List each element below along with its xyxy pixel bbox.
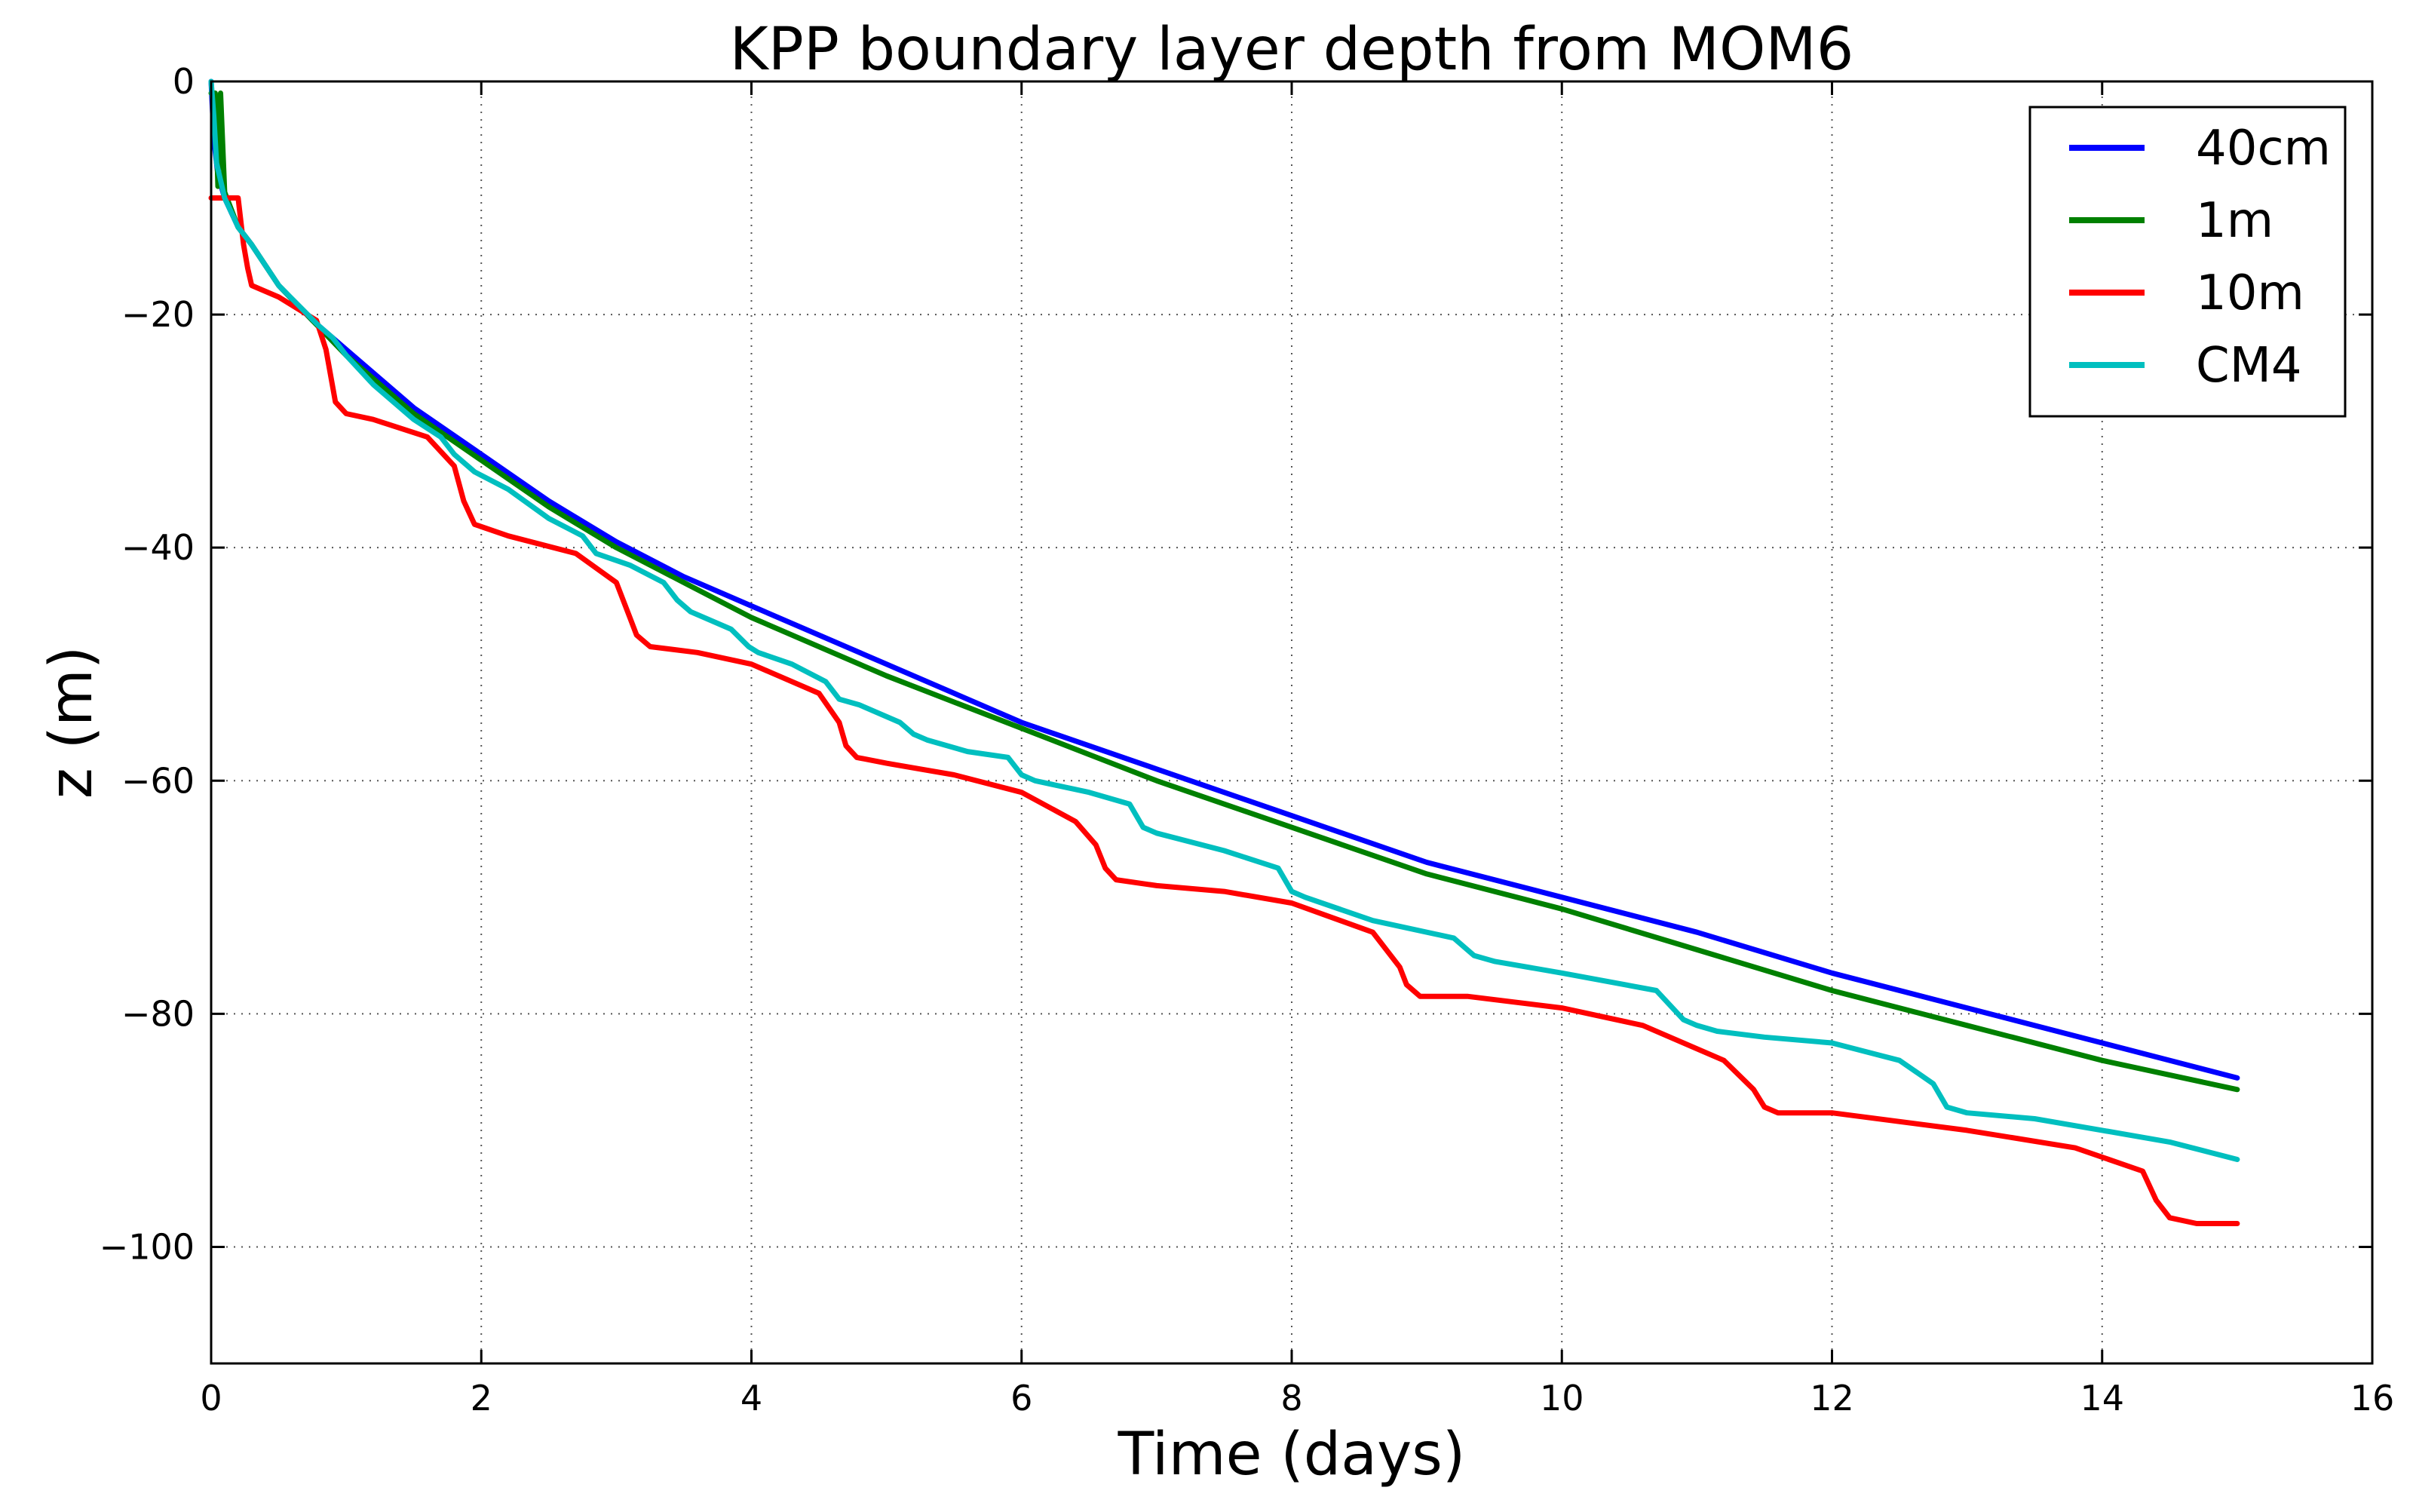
y-tick-label: −80 — [121, 993, 195, 1034]
y-tick-label: −40 — [121, 527, 195, 568]
y-tick-label: −20 — [121, 294, 195, 335]
legend-label-10m: 10m — [2196, 265, 2304, 321]
y-tick-label: 0 — [173, 61, 195, 102]
legend: 40cm 1m 10m CM4 — [2028, 106, 2347, 418]
y-tick-label: −100 — [100, 1226, 195, 1267]
y-axis-label: z (m) — [38, 646, 106, 799]
legend-label-1m: 1m — [2196, 193, 2273, 249]
x-axis-label: Time (days) — [1118, 1421, 1466, 1489]
legend-label-40cm: 40cm — [2196, 121, 2331, 176]
x-tick-label: 4 — [740, 1378, 762, 1418]
series-line-cm4 — [208, 78, 2240, 1162]
x-tick-label: 2 — [471, 1378, 492, 1418]
y-tick-label: −60 — [121, 760, 195, 801]
legend-label-cm4: CM4 — [2196, 338, 2302, 394]
x-tick-label: 14 — [2080, 1378, 2124, 1418]
series-line-10m — [208, 195, 2240, 1226]
x-tick-label: 10 — [1540, 1378, 1584, 1418]
tick-layer: 0 2 4 6 8 10 12 14 16 0 −20 −40 −60 −80 −100 — [100, 61, 2395, 1418]
chart-title: KPP boundary layer depth from MOM6 — [730, 16, 1854, 84]
x-tick-label: 8 — [1280, 1378, 1302, 1418]
series-layer — [208, 78, 2240, 1226]
x-tick-label: 16 — [2350, 1378, 2395, 1418]
x-tick-label: 6 — [1010, 1378, 1032, 1418]
x-tick-label: 0 — [200, 1378, 222, 1418]
x-tick-label: 12 — [1810, 1378, 1854, 1418]
